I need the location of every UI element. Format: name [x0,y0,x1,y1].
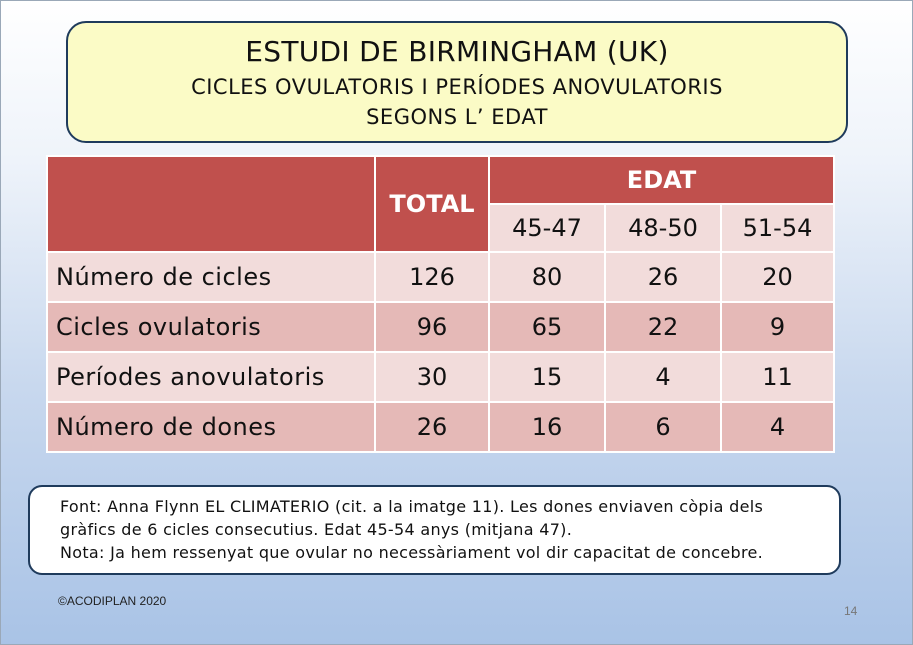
row-label: Períodes anovulatoris [46,351,376,403]
age-group-header: 45-47 [488,203,606,253]
age-group-header: 51-54 [720,203,835,253]
table-corner-cell [46,155,376,253]
value-cell: 20 [720,251,835,303]
page-number: 14 [844,604,858,618]
value-cell: 4 [604,351,722,403]
age-group-header: 48-50 [604,203,722,253]
value-cell: 15 [488,351,606,403]
value-cell: 22 [604,301,722,353]
value-cell: 11 [720,351,835,403]
total-cell: 30 [374,351,490,403]
value-cell: 9 [720,301,835,353]
total-cell: 26 [374,401,490,453]
source-note-box: Font: Anna Flynn EL CLIMATERIO (cit. a l… [28,485,841,575]
total-cell: 96 [374,301,490,353]
copyright-text: ©ACODIPLAN 2020 [58,594,167,608]
value-cell: 65 [488,301,606,353]
subtitle-line-1: CICLES OVULATORIS I PERÍODES ANOVULATORI… [191,75,723,99]
row-label: Cicles ovulatoris [46,301,376,353]
table-row: Cicles ovulatoris 96 65 22 9 [46,301,835,353]
row-label: Número de cicles [46,251,376,303]
value-cell: 80 [488,251,606,303]
value-cell: 4 [720,401,835,453]
value-cell: 6 [604,401,722,453]
value-cell: 16 [488,401,606,453]
row-label: Número de dones [46,401,376,453]
slide-title: ESTUDI DE BIRMINGHAM (UK) [245,35,669,68]
source-note-line: Font: Anna Flynn EL CLIMATERIO (cit. a l… [60,497,764,516]
data-table: TOTAL EDAT 45-47 48-50 51-54 Número de c… [46,155,835,453]
source-note-line: gràfics de 6 cicles consecutius. Edat 45… [60,520,573,539]
total-header: TOTAL [374,155,490,253]
table-row: Número de dones 26 16 6 4 [46,401,835,453]
slide-subtitle: CICLES OVULATORIS I PERÍODES ANOVULATORI… [68,72,846,132]
value-cell: 26 [604,251,722,303]
table-row: Número de cicles 126 80 26 20 [46,251,835,303]
title-box: ESTUDI DE BIRMINGHAM (UK) CICLES OVULATO… [66,21,848,143]
note-line: Nota: Ja hem ressenyat que ovular no nec… [60,543,764,562]
subtitle-line-2: SEGONS L’ EDAT [366,105,548,129]
total-cell: 126 [374,251,490,303]
table-row: Períodes anovulatoris 30 15 4 11 [46,351,835,403]
edat-header: EDAT [488,155,835,205]
